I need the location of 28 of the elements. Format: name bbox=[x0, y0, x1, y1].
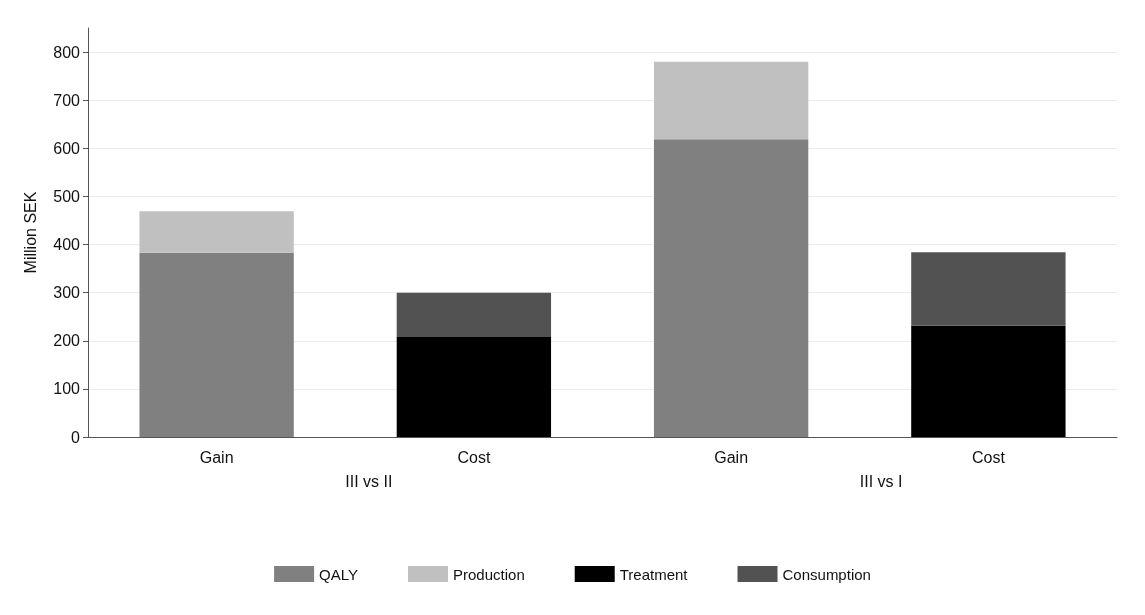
y-tick-label: 700 bbox=[53, 91, 81, 109]
y-tick-label: 300 bbox=[53, 284, 81, 302]
y-tick-label: 0 bbox=[71, 428, 81, 446]
legend-label: Consumption bbox=[782, 565, 871, 583]
y-tick-label: 800 bbox=[53, 43, 81, 61]
y-tick-label: 500 bbox=[53, 187, 81, 205]
bar bbox=[396, 336, 552, 437]
legend-label: Treatment bbox=[619, 565, 689, 583]
bar bbox=[653, 139, 809, 437]
x-tick-label: Gain bbox=[199, 448, 234, 466]
y-tick-label: 600 bbox=[53, 139, 81, 157]
bar bbox=[911, 325, 1066, 437]
bar bbox=[139, 252, 294, 437]
legend-label: QALY bbox=[319, 565, 359, 583]
x-tick-label: Gain bbox=[714, 448, 749, 466]
x-tick-label: Cost bbox=[971, 448, 1006, 466]
y-tick-label: 100 bbox=[53, 380, 81, 398]
legend-label: Production bbox=[453, 565, 525, 583]
y-tick-label: 400 bbox=[53, 236, 81, 254]
text: III vs II bbox=[345, 472, 393, 490]
bar bbox=[396, 292, 552, 337]
bar bbox=[911, 252, 1066, 326]
y-axis-title: Million SEK bbox=[21, 191, 39, 274]
y-tick-label: 200 bbox=[53, 332, 81, 350]
bar bbox=[139, 211, 294, 253]
x-tick-label: Cost bbox=[457, 448, 491, 466]
bar bbox=[653, 61, 809, 140]
text: III vs I bbox=[859, 472, 903, 490]
